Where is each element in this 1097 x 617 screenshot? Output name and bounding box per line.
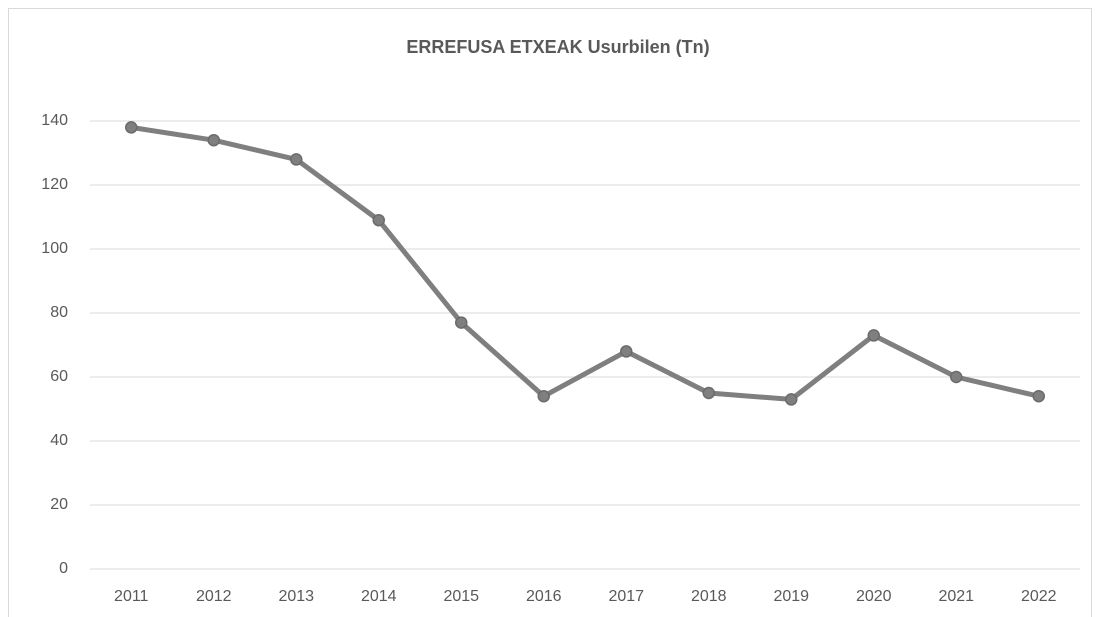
- marker: [207, 133, 220, 147]
- marker: [867, 329, 880, 342]
- x-tick-label: 2018: [691, 588, 727, 605]
- x-tick-label: 2020: [856, 588, 892, 605]
- y-tick-label: 60: [50, 368, 68, 385]
- x-tick-label: 2015: [443, 588, 479, 605]
- marker: [950, 370, 963, 384]
- line: [130, 124, 1040, 402]
- marker: [290, 153, 303, 166]
- y-tick-label: 40: [50, 432, 68, 449]
- x-tick-label: 2022: [1021, 588, 1057, 605]
- x-tick-label: 2014: [361, 588, 397, 605]
- x-tick-label: 2011: [114, 588, 149, 605]
- marker: [785, 393, 798, 406]
- x-tick-label: 2019: [773, 588, 809, 605]
- y-tick-label: 100: [41, 240, 68, 257]
- chart-title: ERREFUSA ETXEAK Usurbilen (Tn): [406, 37, 709, 57]
- x-tick-label: 2012: [196, 588, 232, 605]
- x-tick-label: 2021: [938, 588, 974, 605]
- y-tick-label: 120: [41, 176, 68, 193]
- y-tick-label: 80: [50, 304, 68, 321]
- marker: [537, 389, 550, 403]
- y-tick-label: 0: [59, 560, 68, 577]
- marker: [372, 213, 385, 227]
- y-tick-label: 20: [50, 496, 68, 513]
- marker: [125, 121, 138, 134]
- y-tick-label: 140: [41, 112, 68, 129]
- x-tick-label: 2013: [278, 588, 314, 605]
- marker: [455, 316, 468, 329]
- marker: [702, 386, 715, 400]
- marker: [620, 345, 633, 358]
- marker: [1032, 389, 1045, 403]
- x-tick-label: 2016: [526, 588, 562, 605]
- x-tick-label: 2017: [608, 588, 644, 605]
